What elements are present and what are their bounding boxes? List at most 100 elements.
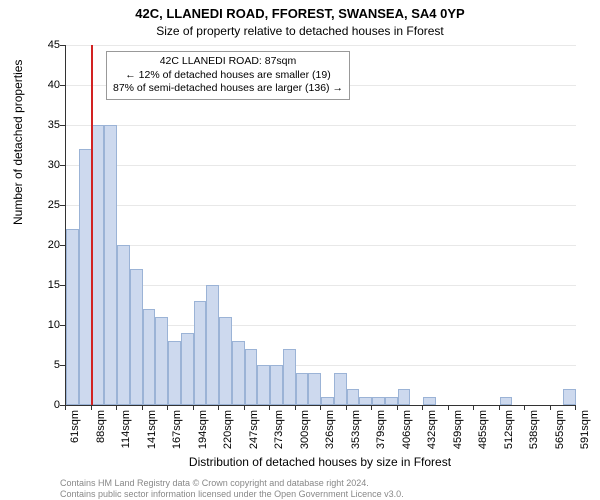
x-tick-label: 273sqm <box>273 410 285 460</box>
x-tick-label: 194sqm <box>197 410 209 460</box>
y-tick-label: 25 <box>30 199 60 211</box>
x-tick-label: 591sqm <box>579 410 591 460</box>
x-tick-mark <box>167 405 168 410</box>
histogram-bar <box>194 301 207 405</box>
histogram-bar <box>296 373 309 405</box>
x-tick-label: 167sqm <box>171 410 183 460</box>
histogram-bar <box>257 365 270 405</box>
x-tick-label: 432sqm <box>426 410 438 460</box>
grid-line <box>66 45 576 46</box>
grid-line <box>66 245 576 246</box>
histogram-bar <box>206 285 219 405</box>
histogram-bar <box>181 333 194 405</box>
histogram-bar <box>359 397 372 405</box>
plot-area: 42C LLANEDI ROAD: 87sqm← 12% of detached… <box>65 45 576 406</box>
histogram-bar <box>79 149 92 405</box>
x-tick-label: 406sqm <box>401 410 413 460</box>
histogram-bar <box>423 397 436 405</box>
y-axis-label: Number of detached properties <box>11 60 25 225</box>
histogram-bar <box>321 397 334 405</box>
histogram-bar <box>385 397 398 405</box>
grid-line <box>66 125 576 126</box>
x-tick-label: 247sqm <box>248 410 260 460</box>
chart-subtitle: Size of property relative to detached ho… <box>0 24 600 38</box>
histogram-bar <box>117 245 130 405</box>
y-tick-mark <box>60 85 65 86</box>
info-box-line: 42C LLANEDI ROAD: 87sqm <box>113 55 343 69</box>
x-tick-mark <box>448 405 449 410</box>
x-tick-mark <box>218 405 219 410</box>
x-tick-mark <box>269 405 270 410</box>
x-tick-mark <box>575 405 576 410</box>
x-tick-mark <box>422 405 423 410</box>
x-tick-label: 326sqm <box>324 410 336 460</box>
y-tick-mark <box>60 45 65 46</box>
y-tick-label: 15 <box>30 279 60 291</box>
y-tick-label: 35 <box>30 119 60 131</box>
x-tick-label: 114sqm <box>120 410 132 460</box>
grid-line <box>66 205 576 206</box>
info-box-line: 87% of semi-detached houses are larger (… <box>113 82 343 96</box>
footer-line-2: Contains public sector information licen… <box>60 489 404 499</box>
x-tick-label: 538sqm <box>528 410 540 460</box>
x-tick-mark <box>346 405 347 410</box>
x-tick-label: 220sqm <box>222 410 234 460</box>
y-tick-mark <box>60 365 65 366</box>
y-tick-label: 0 <box>30 399 60 411</box>
histogram-bar <box>104 125 117 405</box>
grid-line <box>66 285 576 286</box>
x-tick-mark <box>397 405 398 410</box>
x-tick-mark <box>91 405 92 410</box>
x-tick-mark <box>473 405 474 410</box>
histogram-bar <box>398 389 411 405</box>
y-tick-mark <box>60 245 65 246</box>
x-tick-label: 141sqm <box>146 410 158 460</box>
x-tick-label: 353sqm <box>350 410 362 460</box>
x-tick-mark <box>116 405 117 410</box>
x-tick-label: 300sqm <box>299 410 311 460</box>
x-tick-label: 512sqm <box>503 410 515 460</box>
histogram-bar <box>130 269 143 405</box>
x-tick-mark <box>244 405 245 410</box>
x-tick-label: 565sqm <box>554 410 566 460</box>
histogram-bar <box>168 341 181 405</box>
histogram-bar <box>563 389 576 405</box>
y-tick-label: 30 <box>30 159 60 171</box>
x-tick-label: 88sqm <box>95 410 107 460</box>
y-tick-label: 5 <box>30 359 60 371</box>
y-tick-mark <box>60 285 65 286</box>
marker-line <box>91 45 93 405</box>
y-tick-mark <box>60 325 65 326</box>
x-tick-mark <box>295 405 296 410</box>
histogram-bar <box>347 389 360 405</box>
chart-container: 42C, LLANEDI ROAD, FFOREST, SWANSEA, SA4… <box>0 0 600 500</box>
y-tick-label: 40 <box>30 79 60 91</box>
histogram-bar <box>372 397 385 405</box>
x-tick-mark <box>524 405 525 410</box>
x-tick-mark <box>142 405 143 410</box>
histogram-bar <box>143 309 156 405</box>
x-tick-label: 485sqm <box>477 410 489 460</box>
y-axis-label-wrap: Number of detached properties <box>0 45 20 405</box>
footer-line-1: Contains HM Land Registry data © Crown c… <box>60 478 369 488</box>
info-box: 42C LLANEDI ROAD: 87sqm← 12% of detached… <box>106 51 350 100</box>
y-tick-mark <box>60 165 65 166</box>
y-tick-mark <box>60 205 65 206</box>
x-tick-mark <box>371 405 372 410</box>
y-tick-label: 45 <box>30 39 60 51</box>
x-tick-mark <box>550 405 551 410</box>
x-tick-mark <box>65 405 66 410</box>
x-tick-label: 61sqm <box>69 410 81 460</box>
y-tick-mark <box>60 125 65 126</box>
info-box-line: ← 12% of detached houses are smaller (19… <box>113 69 343 83</box>
histogram-bar <box>219 317 232 405</box>
histogram-bar <box>232 341 245 405</box>
histogram-bar <box>334 373 347 405</box>
x-tick-mark <box>499 405 500 410</box>
chart-title: 42C, LLANEDI ROAD, FFOREST, SWANSEA, SA4… <box>0 6 600 21</box>
x-tick-mark <box>320 405 321 410</box>
histogram-bar <box>155 317 168 405</box>
x-axis-label: Distribution of detached houses by size … <box>65 455 575 469</box>
histogram-bar <box>500 397 513 405</box>
histogram-bar <box>245 349 258 405</box>
